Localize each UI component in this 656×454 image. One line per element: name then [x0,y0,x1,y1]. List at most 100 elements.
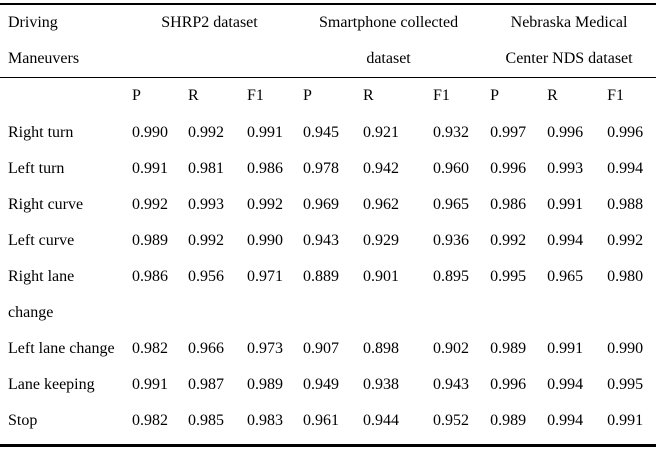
column-group-header-shrp2: SHRP2 dataset [124,4,296,78]
metric-header-r: R [188,87,199,104]
document-page: Driving Maneuvers SHRP2 dataset Smartpho… [0,3,656,447]
metric-value-cell: 0.997 [490,124,527,141]
table-row: Left curve 0.989 0.992 0.990 0.943 0.929… [0,223,656,259]
table-row: Left lane change 0.982 0.966 0.973 0.907… [0,331,656,367]
metric-value-cell: 0.943 [433,376,470,393]
metric-value-cell: 0.986 [490,196,527,213]
empty-header-cell [0,78,124,116]
table-metric-header-row: P R F1 P R F1 P R F1 [0,78,656,116]
metric-value-cell: 0.994 [547,412,584,429]
metric-header-p: P [132,87,141,104]
metric-header-r: R [547,87,558,104]
metric-value-cell: 0.995 [490,268,527,285]
metric-value-cell: 0.943 [303,232,340,249]
metric-value-cell: 0.932 [433,124,470,141]
metric-value-cell: 0.996 [490,376,527,393]
metric-value-cell: 0.991 [607,412,644,429]
column-group-header-nebraska: Nebraska Medical Center NDS dataset [482,4,656,78]
metric-value-cell: 0.965 [547,268,584,285]
table-row: Stop 0.982 0.985 0.983 0.961 0.944 0.952… [0,403,656,446]
metric-header-p: P [303,87,312,104]
metric-value-cell: 0.989 [490,412,527,429]
metric-value-cell: 0.996 [607,124,644,141]
metric-value-cell: 0.995 [607,376,644,393]
metric-value-cell: 0.902 [433,340,470,357]
metric-value-cell: 0.944 [363,412,400,429]
metric-value-cell: 0.921 [363,124,400,141]
metric-header-r: R [363,87,374,104]
metric-value-cell: 0.980 [607,268,644,285]
maneuver-label: Right curve [8,196,84,213]
table-row: Right lane change 0.986 0.956 0.971 0.88… [0,259,656,331]
metric-value-cell: 0.949 [303,376,340,393]
metric-value-cell: 0.966 [188,340,224,357]
metric-value-cell: 0.992 [247,196,283,213]
metric-value-cell: 0.971 [247,268,283,285]
maneuver-label: Left curve [8,232,75,249]
metric-value-cell: 0.965 [433,196,470,213]
metric-value-cell: 0.956 [188,268,224,285]
metric-value-cell: 0.907 [303,340,340,357]
metric-value-cell: 0.962 [363,196,400,213]
table-header-group-row: Driving Maneuvers SHRP2 dataset Smartpho… [0,4,656,78]
metric-value-cell: 0.993 [188,196,224,213]
metric-value-cell: 0.994 [607,160,644,177]
metric-value-cell: 0.938 [363,376,400,393]
metric-value-cell: 0.989 [490,340,527,357]
metric-value-cell: 0.978 [303,160,340,177]
metric-value-cell: 0.986 [132,268,168,285]
metric-value-cell: 0.989 [247,376,283,393]
metric-value-cell: 0.889 [303,268,340,285]
metric-value-cell: 0.981 [188,160,224,177]
metric-header-f1: F1 [433,87,450,104]
metric-value-cell: 0.983 [247,412,283,429]
maneuver-label: Left turn [8,160,65,177]
metric-value-cell: 0.952 [433,412,470,429]
maneuver-label: Stop [8,412,38,429]
metric-value-cell: 0.991 [547,196,584,213]
metric-value-cell: 0.993 [547,160,584,177]
metric-value-cell: 0.936 [433,232,470,249]
metric-header-f1: F1 [247,87,264,104]
table-row: Right curve 0.992 0.993 0.992 0.969 0.96… [0,187,656,223]
metric-value-cell: 0.991 [247,124,283,141]
metric-value-cell: 0.990 [132,124,168,141]
table-row: Left turn 0.991 0.981 0.986 0.978 0.942 … [0,151,656,187]
metric-value-cell: 0.992 [132,196,168,213]
metric-value-cell: 0.991 [132,160,168,177]
table-row: Right turn 0.990 0.992 0.991 0.945 0.921… [0,115,656,151]
metric-value-cell: 0.985 [188,412,224,429]
metric-header-f1: F1 [607,87,624,104]
maneuver-label: Lane keeping [8,376,95,393]
metric-value-cell: 0.990 [247,232,283,249]
metric-value-cell: 0.895 [433,268,470,285]
metric-value-cell: 0.961 [303,412,340,429]
metric-value-cell: 0.992 [188,232,224,249]
metric-value-cell: 0.986 [247,160,283,177]
metric-value-cell: 0.991 [132,376,168,393]
metric-value-cell: 0.990 [607,340,644,357]
column-group-header-smartphone: Smartphone collected dataset [295,4,483,78]
metric-value-cell: 0.898 [363,340,400,357]
metric-value-cell: 0.945 [303,124,340,141]
metric-value-cell: 0.987 [188,376,224,393]
metric-value-cell: 0.988 [607,196,644,213]
maneuver-label: Left lane change [8,340,115,357]
metric-value-cell: 0.973 [247,340,283,357]
metric-value-cell: 0.994 [547,232,584,249]
results-table: Driving Maneuvers SHRP2 dataset Smartpho… [0,3,656,447]
metric-value-cell: 0.989 [132,232,168,249]
metric-value-cell: 0.996 [547,124,584,141]
metric-value-cell: 0.982 [132,412,168,429]
metric-value-cell: 0.929 [363,232,400,249]
maneuver-label: Right turn [8,124,74,141]
table-row: Lane keeping 0.991 0.987 0.989 0.949 0.9… [0,367,656,403]
metric-value-cell: 0.992 [188,124,224,141]
metric-value-cell: 0.982 [132,340,168,357]
metric-value-cell: 0.992 [490,232,527,249]
metric-value-cell: 0.960 [433,160,470,177]
metric-value-cell: 0.969 [303,196,340,213]
maneuver-column-header: Driving Maneuvers [0,4,124,78]
metric-value-cell: 0.991 [547,340,584,357]
metric-value-cell: 0.994 [547,376,584,393]
